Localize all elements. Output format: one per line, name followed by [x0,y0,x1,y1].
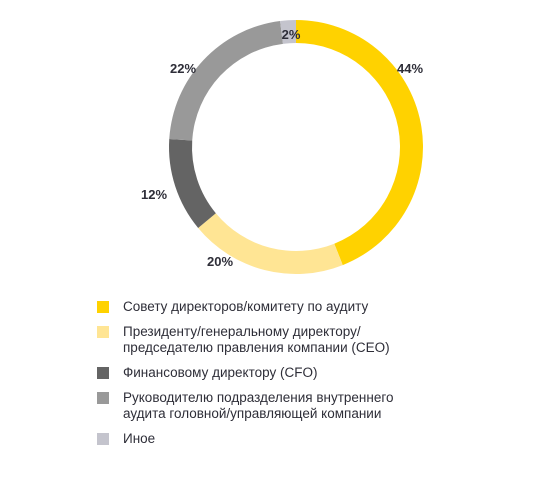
legend-label-board: Совету директоров/комитету по аудиту [123,299,369,314]
slice-label-board: 44% [397,61,423,76]
donut-slices [169,20,424,274]
legend-item-board: Совету директоров/комитету по аудиту [97,299,517,315]
legend: Совету директоров/комитету по аудиту Пре… [97,299,517,456]
legend-label-internal-audit: Руководителю подразделения внутреннего а… [123,390,394,421]
slice-labels: 44% 20% 12% 22% 2% [141,27,423,269]
legend-label-cfo: Финансовому директору (CFO) [123,365,318,380]
legend-item-other: Иное [97,431,517,447]
legend-swatch-other [97,433,109,445]
slice-cfo [169,139,216,228]
legend-label-other: Иное [123,431,156,446]
slice-other [280,20,296,44]
legend-swatch-board [97,301,109,313]
slice-board [296,20,424,266]
legend-swatch-ceo [97,326,109,338]
legend-swatch-internal-audit [97,392,109,404]
legend-label-ceo: Президенту/генеральному директору/ предс… [123,324,390,355]
slice-internal-audit [169,21,283,141]
legend-swatch-cfo [97,367,109,379]
slice-label-internal-audit: 22% [170,61,196,76]
legend-item-ceo: Президенту/генеральному директору/ предс… [97,324,517,356]
legend-item-cfo: Финансовому директору (CFO) [97,365,517,381]
slice-ceo [198,213,343,274]
slice-label-ceo: 20% [207,254,233,269]
slice-label-other: 2% [282,27,301,42]
legend-item-internal-audit: Руководителю подразделения внутреннего а… [97,390,517,422]
donut-chart: 44% 20% 12% 22% 2% [141,20,424,274]
slice-label-cfo: 12% [141,187,167,202]
